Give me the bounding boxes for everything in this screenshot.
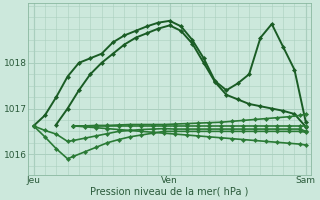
- X-axis label: Pression niveau de la mer( hPa ): Pression niveau de la mer( hPa ): [91, 187, 249, 197]
